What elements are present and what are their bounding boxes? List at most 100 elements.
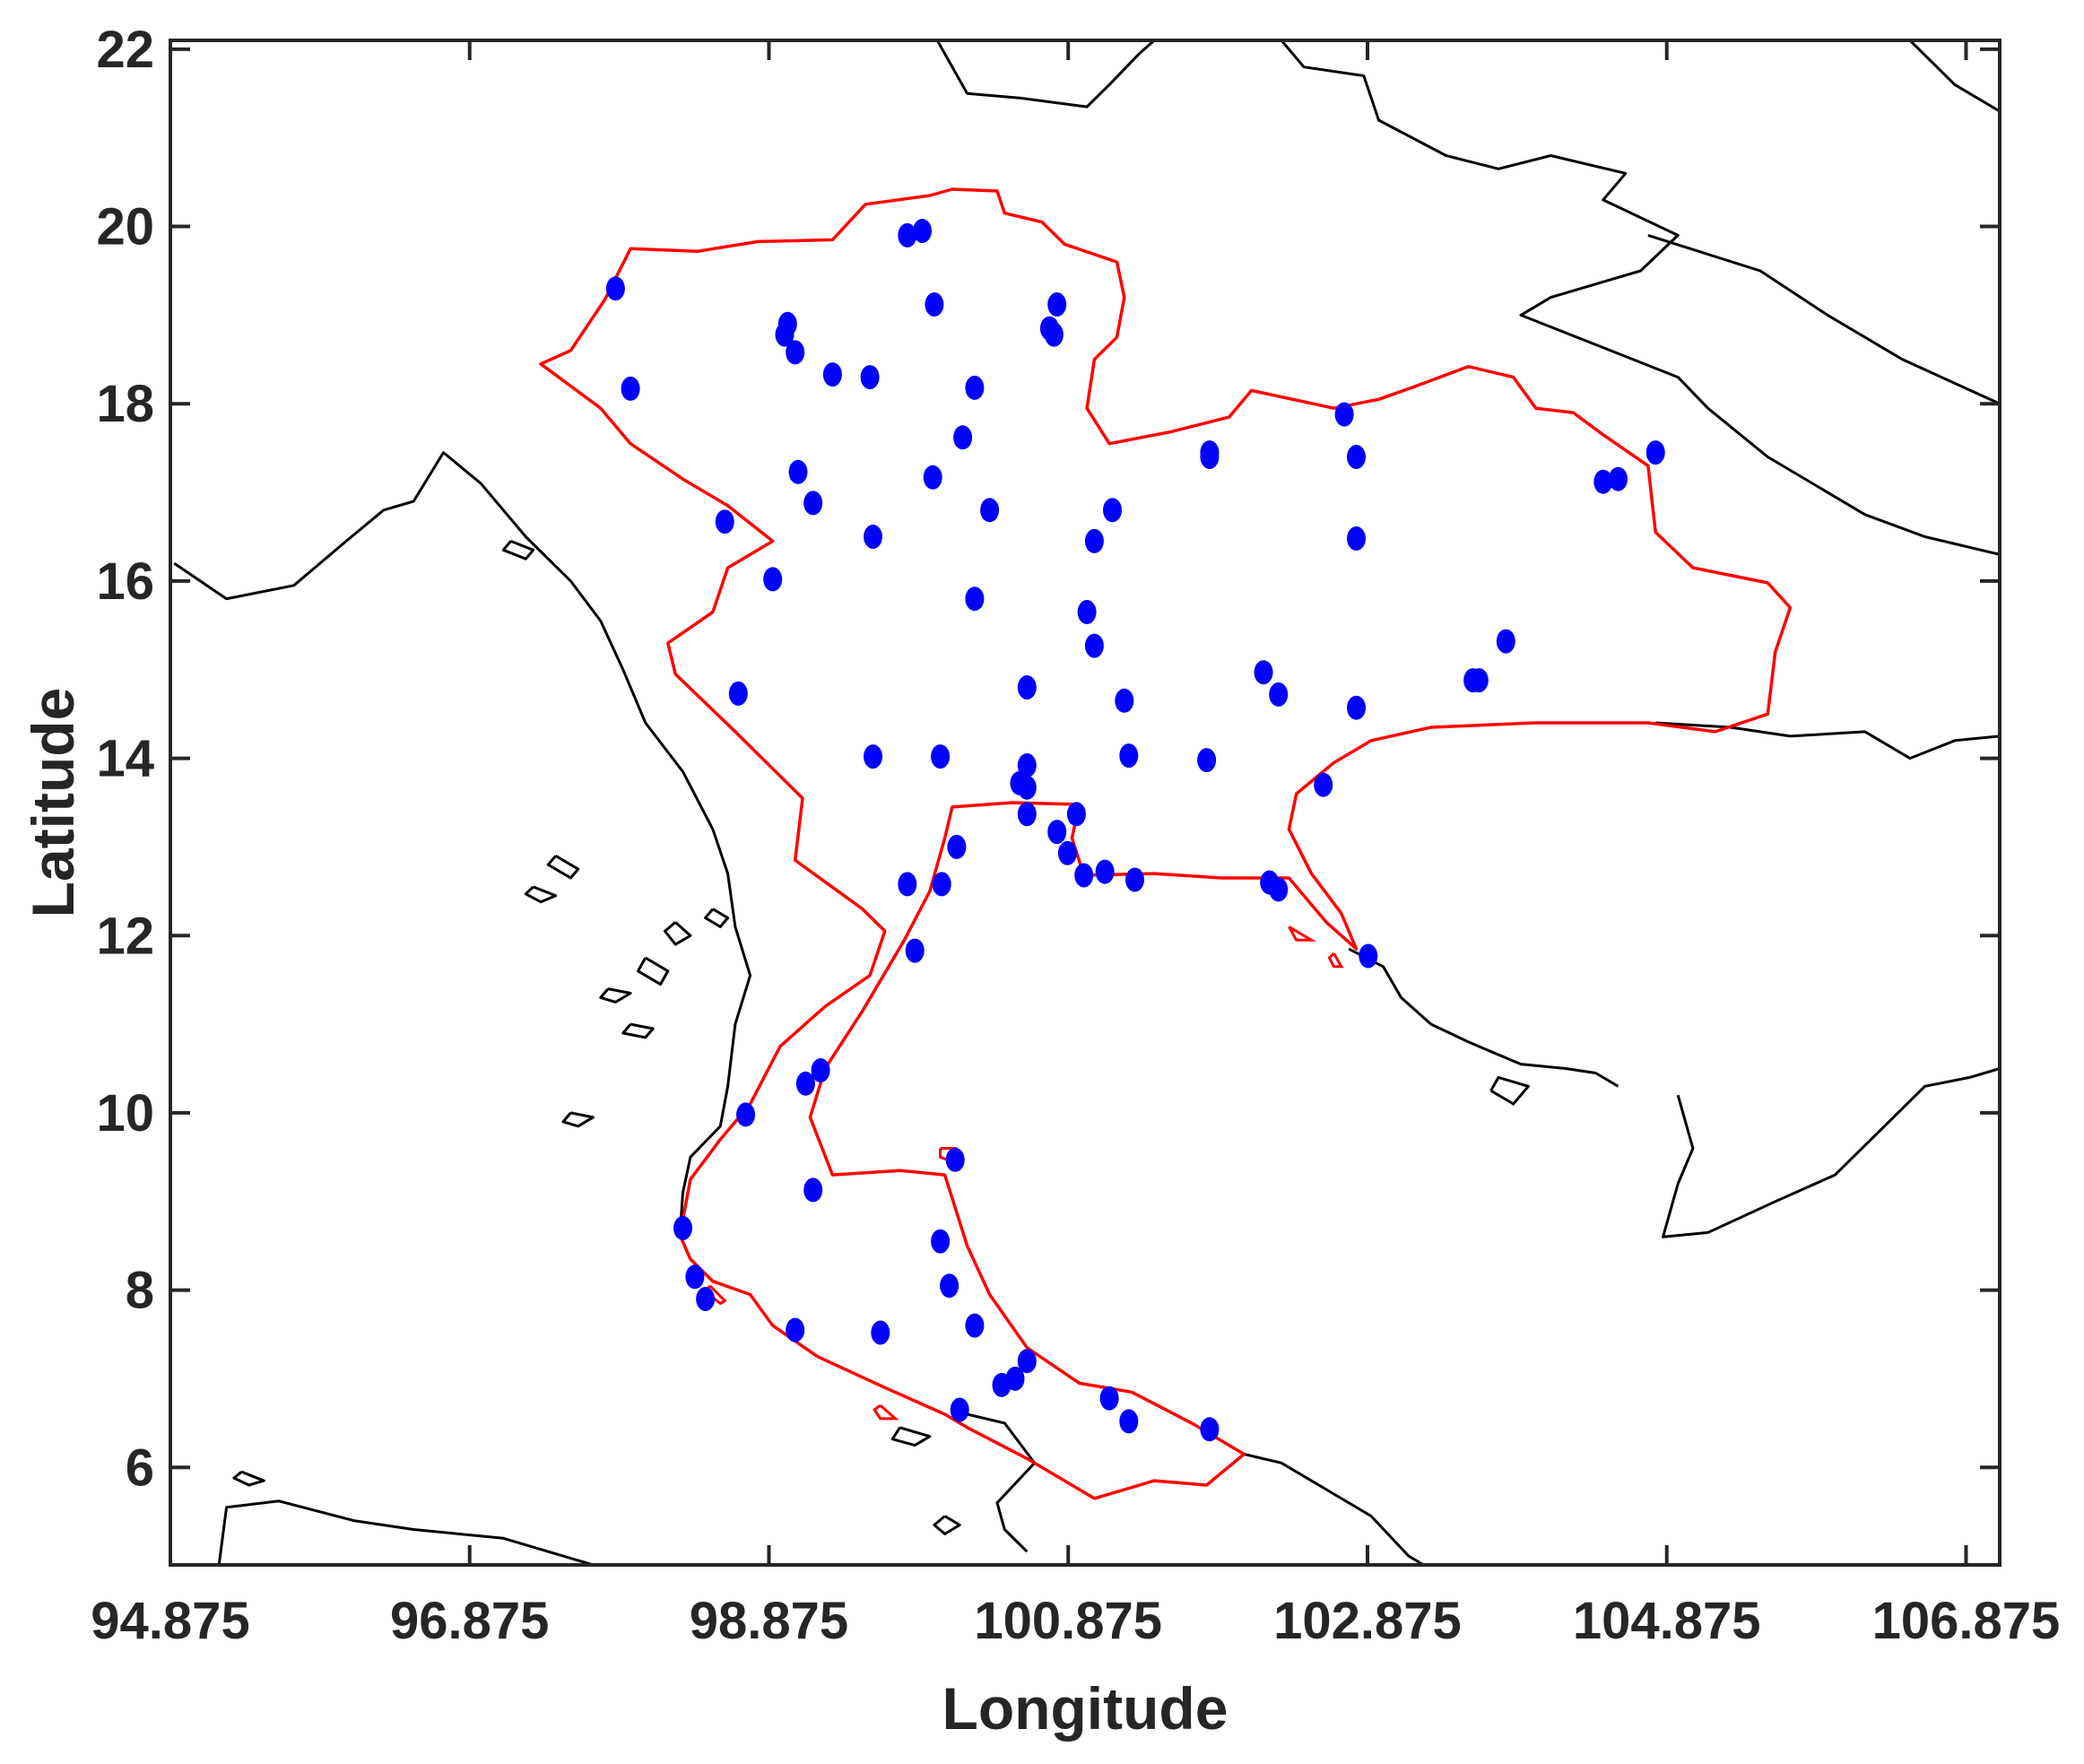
station-point-55	[1057, 840, 1077, 865]
station-point-57	[1095, 859, 1115, 884]
station-point-76	[931, 1229, 951, 1254]
coastline-10	[1908, 40, 2000, 113]
station-point-69	[803, 1177, 823, 1203]
station-point-44	[1469, 668, 1489, 693]
station-point-61	[1359, 943, 1378, 969]
coastline-14	[664, 921, 692, 946]
station-point-84	[1119, 1409, 1139, 1434]
station-point-64	[947, 834, 967, 859]
station-point-7	[1044, 322, 1064, 347]
y-tick-label-1: 8	[126, 1262, 154, 1320]
station-point-27	[1103, 498, 1122, 523]
station-point-85	[1200, 1417, 1220, 1442]
y-axis-label: Latitude	[20, 688, 86, 918]
coastline-0	[173, 451, 752, 1236]
station-point-9	[775, 322, 795, 347]
ticks-layer	[169, 40, 2000, 1565]
boundary-layer	[539, 187, 1793, 1500]
station-point-28	[1084, 528, 1104, 553]
station-point-11	[822, 362, 842, 387]
station-point-71	[673, 1215, 692, 1240]
station-point-78	[965, 1313, 985, 1338]
study-area-boundary	[539, 187, 1793, 1500]
station-point-53	[1066, 802, 1086, 827]
station-point-39	[1347, 445, 1366, 469]
x-tick-label-0: 94.875	[91, 1592, 249, 1650]
x-tick-label-4: 102.875	[1273, 1592, 1462, 1650]
y-tick-label-2: 10	[96, 1084, 154, 1143]
station-point-45	[1496, 629, 1515, 654]
station-point-36	[1254, 660, 1273, 685]
station-point-24	[864, 744, 882, 769]
y-tick-label-6: 18	[96, 375, 154, 433]
y-tick-label-7: 20	[96, 198, 154, 256]
station-point-1	[621, 376, 640, 401]
station-point-22	[965, 587, 985, 612]
station-point-81	[992, 1372, 1012, 1397]
y-tick-label-4: 14	[96, 730, 154, 788]
station-point-56	[1074, 863, 1094, 888]
station-point-18	[980, 498, 1000, 523]
station-point-17	[923, 465, 942, 490]
x-axis-label: Longitude	[942, 1675, 1229, 1742]
x-tick-label-6: 106.875	[1872, 1592, 2061, 1650]
coastline-1	[967, 1412, 1037, 1553]
station-point-3	[913, 219, 932, 243]
station-point-13	[965, 375, 985, 400]
coastline-12	[546, 855, 580, 880]
station-point-60	[1269, 877, 1289, 902]
station-point-29	[1077, 600, 1097, 624]
station-point-23	[728, 681, 748, 706]
station-point-73	[696, 1287, 716, 1311]
station-point-83	[1099, 1386, 1119, 1411]
station-point-25	[931, 744, 951, 769]
station-point-58	[1125, 867, 1144, 892]
coastline-18	[599, 987, 632, 1004]
station-point-35	[1197, 748, 1217, 773]
station-point-37	[1269, 682, 1289, 707]
coastline-13	[637, 956, 670, 986]
station-point-62	[898, 872, 917, 897]
station-point-63	[932, 872, 951, 897]
boundary-island-2	[1288, 925, 1316, 942]
coastline-7	[1348, 947, 1619, 1088]
boundary-island-3	[1327, 952, 1344, 969]
coastline-4	[935, 40, 1156, 109]
y-tick-label-8: 22	[96, 21, 154, 79]
coastline-8	[1662, 1067, 2000, 1238]
coastline-20	[890, 1426, 932, 1447]
coastline-2	[217, 1499, 594, 1565]
coastline-layer	[173, 40, 2000, 1565]
coastline-5	[1280, 40, 2000, 556]
coastline-3	[1243, 1453, 1425, 1565]
stations-layer	[605, 219, 1665, 1442]
station-point-50	[1017, 775, 1037, 800]
station-point-10	[786, 340, 805, 365]
station-point-34	[1200, 445, 1220, 469]
plot-frame	[169, 39, 2002, 1567]
station-point-4	[925, 292, 944, 317]
station-point-41	[1347, 695, 1366, 720]
station-point-32	[1119, 743, 1139, 769]
y-tick-label-3: 12	[96, 907, 154, 965]
station-point-74	[786, 1317, 805, 1343]
x-tick-label-5: 104.875	[1573, 1592, 1761, 1650]
station-point-79	[1017, 1349, 1037, 1374]
station-point-0	[605, 276, 625, 301]
station-point-52	[1017, 802, 1037, 827]
x-tick-label-1: 96.875	[390, 1592, 549, 1650]
station-point-31	[1115, 688, 1134, 713]
station-point-70	[945, 1147, 965, 1172]
station-point-51	[1017, 753, 1037, 778]
station-point-30	[1084, 633, 1104, 658]
station-point-77	[940, 1273, 960, 1299]
station-point-40	[1347, 526, 1366, 551]
coastline-9	[1647, 233, 2000, 405]
coastline-23	[501, 540, 535, 560]
y-tick-label-0: 6	[126, 1438, 154, 1497]
station-point-48	[1645, 440, 1665, 465]
station-point-75	[871, 1320, 890, 1345]
station-point-5	[1047, 292, 1067, 317]
coastline-22	[232, 1470, 265, 1487]
